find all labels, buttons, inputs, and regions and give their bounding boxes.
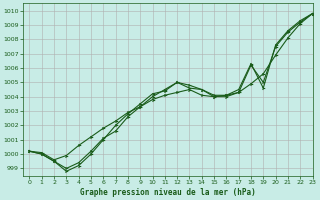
X-axis label: Graphe pression niveau de la mer (hPa): Graphe pression niveau de la mer (hPa): [80, 188, 256, 197]
